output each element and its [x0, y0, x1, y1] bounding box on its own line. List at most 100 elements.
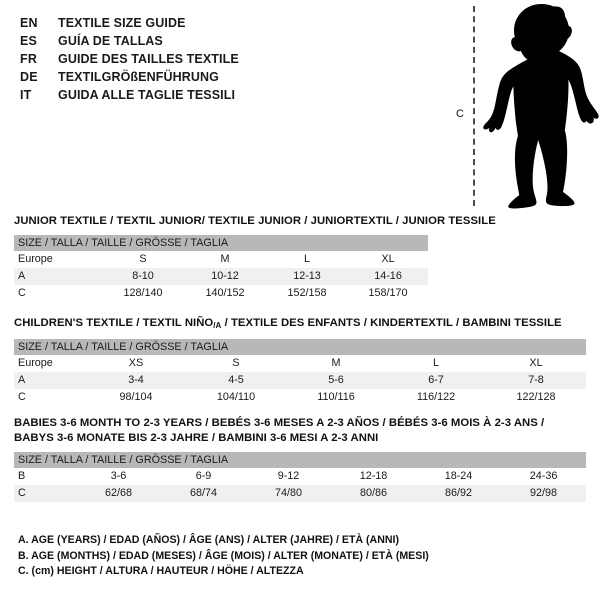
- section-babies-title-line2: BABYS 3-6 MONATE BIS 2-3 JAHRE / BAMBINI…: [14, 432, 379, 444]
- children-row-label-c: C: [14, 389, 86, 406]
- table-row: C 62/68 68/74 74/80 80/86 86/92 92/98: [14, 485, 587, 502]
- table-row: Europe XS S M L XL: [14, 355, 586, 372]
- babies-band-label: SIZE / TALLA / TAILLE / GRÖSSE / TAGLIA: [14, 452, 587, 468]
- junior-table-wrapper: SIZE / TALLA / TAILLE / GRÖSSE / TAGLIA …: [14, 235, 429, 302]
- language-title-fr: GUIDE DES TAILLES TEXTILE: [58, 52, 239, 66]
- babies-cell: 18-24: [416, 468, 501, 485]
- children-cell: 110/116: [286, 389, 386, 406]
- junior-band-label: SIZE / TALLA / TAILLE / GRÖSSE / TAGLIA: [14, 235, 429, 251]
- children-size-table: SIZE / TALLA / TAILLE / GRÖSSE / TAGLIA …: [14, 339, 586, 406]
- language-code-fr: FR: [20, 52, 38, 66]
- junior-cell: 152/158: [266, 285, 348, 302]
- height-label-c: C: [456, 108, 464, 120]
- junior-cell: 128/140: [102, 285, 184, 302]
- children-cell: XL: [486, 355, 586, 372]
- section-junior-textile: JUNIOR TEXTILE / TEXTIL JUNIOR/ TEXTILE …: [14, 214, 496, 302]
- language-code-de: DE: [20, 70, 38, 84]
- children-cell: 7-8: [486, 372, 586, 389]
- junior-cell: 8-10: [102, 268, 184, 285]
- junior-cell: S: [102, 251, 184, 268]
- children-table-wrapper: SIZE / TALLA / TAILLE / GRÖSSE / TAGLIA …: [14, 339, 586, 406]
- children-band-label: SIZE / TALLA / TAILLE / GRÖSSE / TAGLIA: [14, 339, 586, 355]
- babies-cell: 24-36: [501, 468, 587, 485]
- legend-line-a: A. AGE (YEARS) / EDAD (AÑOS) / ÂGE (ANS)…: [18, 534, 399, 546]
- babies-cell: 62/68: [76, 485, 161, 502]
- legend-block: A. AGE (YEARS) / EDAD (AÑOS) / ÂGE (ANS)…: [18, 533, 578, 580]
- junior-cell: XL: [348, 251, 429, 268]
- table-row: B 3-6 6-9 9-12 12-18 18-24 24-36: [14, 468, 587, 485]
- junior-cell: 12-13: [266, 268, 348, 285]
- children-cell: L: [386, 355, 486, 372]
- language-row: DE TEXTILGRÖßENFÜHRUNG: [20, 68, 420, 86]
- language-code-en: EN: [20, 16, 38, 30]
- children-title-sub: /A: [213, 321, 222, 330]
- children-cell: 6-7: [386, 372, 486, 389]
- junior-cell: 158/170: [348, 285, 429, 302]
- table-row: Europe S M L XL: [14, 251, 429, 268]
- junior-cell: M: [184, 251, 266, 268]
- junior-table-band-row: SIZE / TALLA / TAILLE / GRÖSSE / TAGLIA: [14, 235, 429, 251]
- junior-cell: 140/152: [184, 285, 266, 302]
- children-cell: S: [186, 355, 286, 372]
- babies-row-label-b: B: [14, 468, 76, 485]
- legend-line-b: B. AGE (MONTHS) / EDAD (MESES) / ÂGE (MO…: [18, 549, 429, 562]
- toddler-silhouette-icon: [483, 4, 599, 209]
- height-dashed-line: [473, 6, 475, 206]
- children-cell: 98/104: [86, 389, 186, 406]
- babies-cell: 6-9: [161, 468, 246, 485]
- children-row-label-a: A: [14, 372, 86, 389]
- babies-table-wrapper: SIZE / TALLA / TAILLE / GRÖSSE / TAGLIA …: [14, 452, 587, 502]
- height-measurement-figure: C: [440, 2, 600, 210]
- children-cell: XS: [86, 355, 186, 372]
- junior-row-label-europe: Europe: [14, 251, 102, 268]
- legend-line-c: C. (cm) HEIGHT / ALTURA / HAUTEUR / HÖHE…: [18, 565, 304, 577]
- children-cell: 116/122: [386, 389, 486, 406]
- babies-cell: 74/80: [246, 485, 331, 502]
- table-row: C 128/140 140/152 152/158 158/170: [14, 285, 429, 302]
- language-row: IT GUIDA ALLE TAGLIE TESSILI: [20, 86, 420, 104]
- babies-cell: 3-6: [76, 468, 161, 485]
- children-cell: 122/128: [486, 389, 586, 406]
- children-cell: 3-4: [86, 372, 186, 389]
- babies-cell: 80/86: [331, 485, 416, 502]
- children-cell: M: [286, 355, 386, 372]
- section-babies-textile: BABIES 3-6 MONTH TO 2-3 YEARS / BEBÉS 3-…: [14, 416, 587, 502]
- language-title-en: TEXTILE SIZE GUIDE: [58, 16, 186, 30]
- language-title-de: TEXTILGRÖßENFÜHRUNG: [58, 70, 219, 84]
- language-code-it: IT: [20, 88, 32, 102]
- children-title-pre: CHILDREN'S TEXTILE / TEXTIL NIÑO: [14, 317, 214, 329]
- junior-size-table: SIZE / TALLA / TAILLE / GRÖSSE / TAGLIA …: [14, 235, 429, 302]
- babies-cell: 9-12: [246, 468, 331, 485]
- babies-row-label-c: C: [14, 485, 76, 502]
- section-junior-title: JUNIOR TEXTILE / TEXTIL JUNIOR/ TEXTILE …: [14, 215, 496, 227]
- babies-cell: 12-18: [331, 468, 416, 485]
- children-row-label-europe: Europe: [14, 355, 86, 372]
- babies-cell: 86/92: [416, 485, 501, 502]
- language-title-es: GUÍA DE TALLAS: [58, 34, 163, 48]
- section-babies-title-line1: BABIES 3-6 MONTH TO 2-3 YEARS / BEBÉS 3-…: [14, 417, 545, 429]
- section-children-textile: CHILDREN'S TEXTILE / TEXTIL NIÑO/A / TEX…: [14, 316, 586, 406]
- junior-cell: 10-12: [184, 268, 266, 285]
- section-children-title: CHILDREN'S TEXTILE / TEXTIL NIÑO/A / TEX…: [14, 316, 586, 333]
- children-title-post: / TEXTILE DES ENFANTS / KINDERTEXTIL / B…: [221, 317, 562, 329]
- babies-size-table: SIZE / TALLA / TAILLE / GRÖSSE / TAGLIA …: [14, 452, 587, 502]
- table-row: A 3-4 4-5 5-6 6-7 7-8: [14, 372, 586, 389]
- babies-table-band-row: SIZE / TALLA / TAILLE / GRÖSSE / TAGLIA: [14, 452, 587, 468]
- children-cell: 104/110: [186, 389, 286, 406]
- language-row: EN TEXTILE SIZE GUIDE: [20, 14, 420, 32]
- language-row: ES GUÍA DE TALLAS: [20, 32, 420, 50]
- junior-cell: 14-16: [348, 268, 429, 285]
- children-cell: 4-5: [186, 372, 286, 389]
- language-title-block: EN TEXTILE SIZE GUIDE ES GUÍA DE TALLAS …: [20, 14, 420, 104]
- babies-cell: 92/98: [501, 485, 587, 502]
- junior-row-label-c: C: [14, 285, 102, 302]
- children-cell: 5-6: [286, 372, 386, 389]
- table-row: C 98/104 104/110 110/116 116/122 122/128: [14, 389, 586, 406]
- table-row: A 8-10 10-12 12-13 14-16: [14, 268, 429, 285]
- junior-cell: L: [266, 251, 348, 268]
- language-code-es: ES: [20, 34, 38, 48]
- children-table-band-row: SIZE / TALLA / TAILLE / GRÖSSE / TAGLIA: [14, 339, 586, 355]
- language-row: FR GUIDE DES TAILLES TEXTILE: [20, 50, 420, 68]
- language-title-it: GUIDA ALLE TAGLIE TESSILI: [58, 88, 236, 102]
- babies-cell: 68/74: [161, 485, 246, 502]
